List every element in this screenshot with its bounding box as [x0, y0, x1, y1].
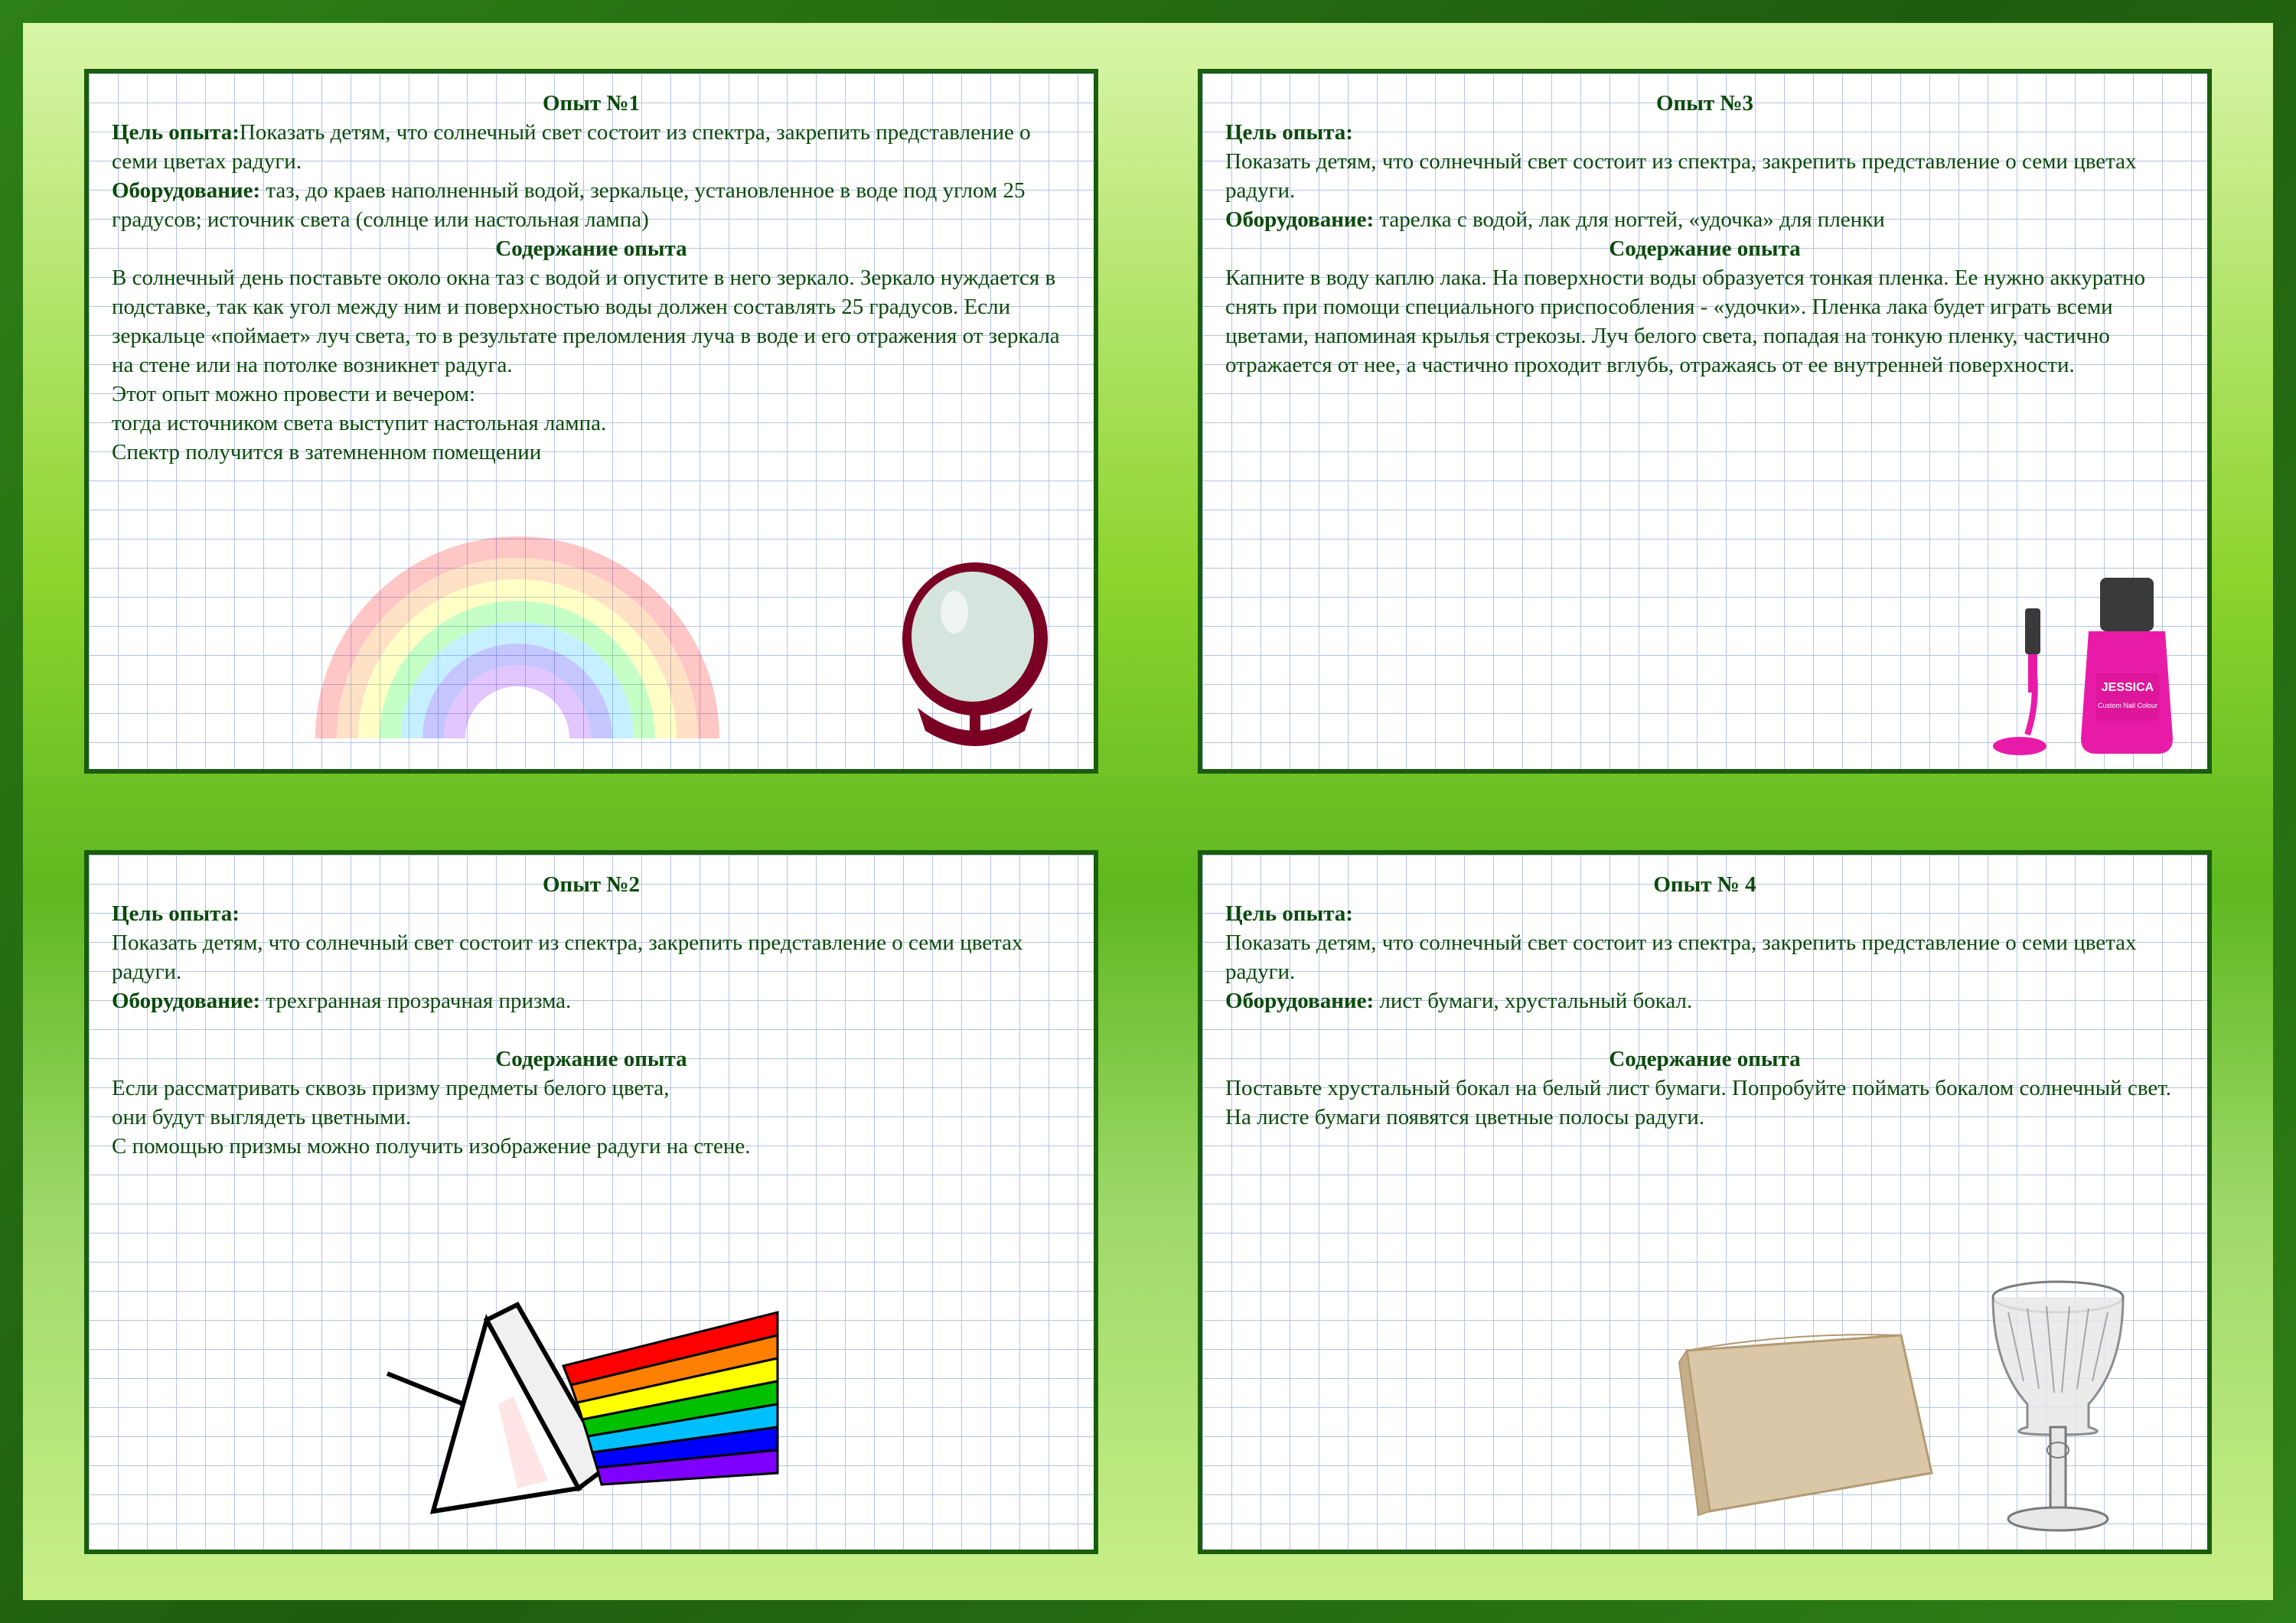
equipment-label: Оборудование:: [112, 989, 260, 1013]
card-text-1: Опыт №1 Цель опыта:Показать детям, что с…: [89, 73, 1094, 482]
experiment-card-2: Опыт №2 Цель опыта: Показать детям, что …: [84, 850, 1098, 1555]
equipment-text: лист бумаги, хрустальный бокал.: [1374, 989, 1692, 1013]
goal-label: Цель опыта:: [112, 120, 240, 145]
goal-label: Цель опыта:: [1225, 901, 1353, 926]
goal-row: Цель опыта:: [112, 899, 1071, 928]
card-text-3: Опыт №3 Цель опыта: Показать детям, что …: [1202, 73, 2207, 395]
equipment-text: тарелка с водой, лак для ногтей, «удочка…: [1374, 207, 1885, 232]
equipment-row: Оборудование: трехгранная прозрачная при…: [112, 986, 1071, 1015]
experiment-card-3: Опыт №3 Цель опыта: Показать детям, что …: [1198, 69, 2212, 774]
goal-row: Цель опыта:: [1225, 118, 2184, 147]
card-text-2: Опыт №2 Цель опыта: Показать детям, что …: [89, 855, 1094, 1176]
equipment-label: Оборудование:: [112, 178, 260, 203]
content-label: Содержание опыта: [112, 234, 1071, 263]
content-text: В солнечный день поставьте около окна та…: [112, 263, 1071, 467]
equipment-row: Оборудование: таз, до краев наполненный …: [112, 176, 1071, 234]
goal-text: Показать детям, что солнечный свет состо…: [112, 120, 1031, 174]
content-text: Поставьте хрустальный бокал на белый лис…: [1225, 1074, 2184, 1132]
content-text: Капните в воду каплю лака. На поверхност…: [1225, 263, 2184, 380]
experiment-card-4: Опыт № 4 Цель опыта: Показать детям, что…: [1198, 850, 2212, 1555]
goal-text: Показать детям, что солнечный свет состо…: [1225, 928, 2184, 986]
goal-text: Показать детям, что солнечный свет состо…: [112, 928, 1071, 986]
rainbow-background-icon: [288, 509, 747, 738]
equipment-text: трехгранная прозрачная призма.: [260, 989, 571, 1013]
page-frame: Опыт №1 Цель опыта:Показать детям, что с…: [23, 23, 2273, 1600]
equipment-row: Оборудование: тарелка с водой, лак для н…: [1225, 205, 2184, 234]
goal-label: Цель опыта:: [1225, 120, 1353, 145]
goal-row: Цель опыта:Показать детям, что солнечный…: [112, 118, 1071, 176]
goal-label: Цель опыта:: [112, 901, 240, 926]
experiment-title: Опыт №1: [112, 89, 1071, 118]
experiment-title: Опыт №3: [1225, 89, 2184, 118]
goal-row: Цель опыта:: [1225, 899, 2184, 928]
goal-text: Показать детям, что солнечный свет состо…: [1225, 147, 2184, 205]
experiment-title: Опыт №2: [112, 870, 1071, 899]
content-text: Если рассматривать сквозь призму предмет…: [112, 1074, 1071, 1161]
equipment-row: Оборудование: лист бумаги, хрустальный б…: [1225, 986, 2184, 1015]
experiment-card-1: Опыт №1 Цель опыта:Показать детям, что с…: [84, 69, 1098, 774]
content-label: Содержание опыта: [112, 1045, 1071, 1074]
card-text-4: Опыт № 4 Цель опыта: Показать детям, что…: [1202, 855, 2207, 1147]
equipment-label: Оборудование:: [1225, 207, 1374, 232]
content-label: Содержание опыта: [1225, 234, 2184, 263]
equipment-label: Оборудование:: [1225, 989, 1374, 1013]
experiment-title: Опыт № 4: [1225, 870, 2184, 899]
content-label: Содержание опыта: [1225, 1045, 2184, 1074]
